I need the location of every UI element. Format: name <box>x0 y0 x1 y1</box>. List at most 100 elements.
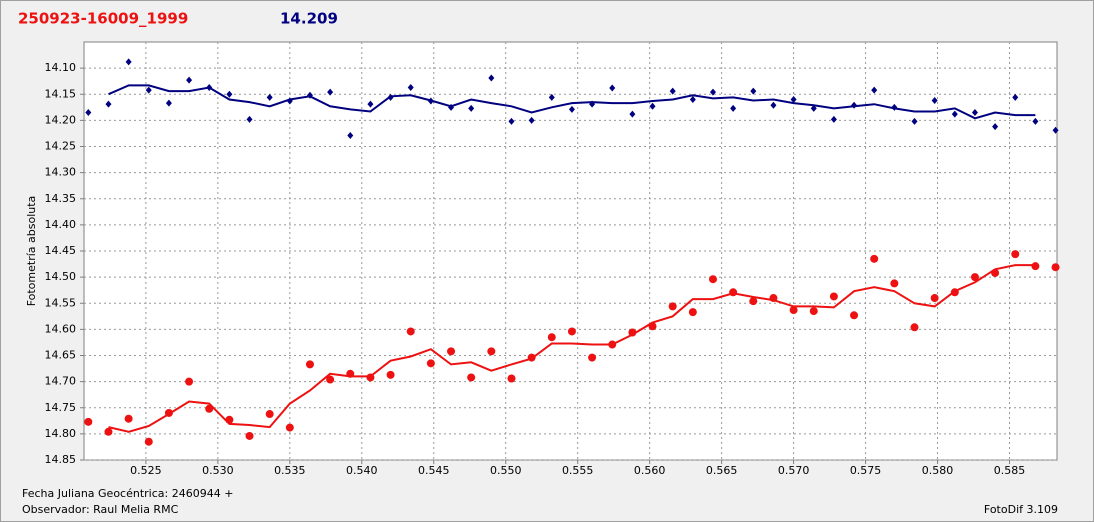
point <box>426 359 435 368</box>
y-tick-label: 14.85 <box>45 453 77 466</box>
point <box>750 87 757 95</box>
point <box>810 104 817 112</box>
point <box>84 417 93 426</box>
point <box>829 292 838 301</box>
point <box>327 88 334 96</box>
x-tick-label: 0.570 <box>778 464 810 477</box>
y-tick-label: 14.40 <box>45 218 77 231</box>
x-tick-label: 0.535 <box>274 464 306 477</box>
point <box>386 370 395 379</box>
y-tick-label: 14.35 <box>45 192 77 205</box>
point <box>487 347 496 356</box>
point <box>407 83 414 91</box>
point <box>144 437 153 446</box>
point <box>890 279 899 288</box>
point <box>266 93 273 101</box>
point <box>668 302 677 311</box>
y-tick-label: 14.10 <box>45 61 77 74</box>
point <box>992 123 999 131</box>
point <box>508 117 515 125</box>
point <box>910 323 919 332</box>
y-tick-label: 14.45 <box>45 244 77 257</box>
y-tick-label: 14.20 <box>45 113 77 126</box>
point <box>265 410 274 419</box>
point <box>447 347 456 356</box>
point <box>488 74 495 82</box>
point <box>567 327 576 336</box>
point <box>850 311 859 320</box>
point <box>809 307 818 316</box>
point <box>467 373 476 382</box>
point <box>669 87 676 95</box>
point <box>186 76 193 84</box>
point <box>689 95 696 103</box>
point <box>468 104 475 112</box>
point <box>305 360 314 369</box>
y-tick-label: 14.30 <box>45 166 77 179</box>
point <box>367 100 374 108</box>
x-tick-label: 0.530 <box>202 464 234 477</box>
point <box>951 110 958 118</box>
point <box>547 333 556 342</box>
point <box>285 423 294 432</box>
y-tick-label: 14.70 <box>45 375 77 388</box>
point <box>528 116 535 124</box>
point <box>406 327 415 336</box>
trend-line <box>108 264 1036 433</box>
x-tick-label: 0.575 <box>850 464 882 477</box>
point <box>568 105 575 113</box>
point <box>770 101 777 109</box>
point <box>548 93 555 101</box>
point <box>185 377 194 386</box>
point <box>708 275 717 284</box>
x-tick-label: 0.545 <box>418 464 450 477</box>
point <box>1032 117 1039 125</box>
point <box>326 375 335 384</box>
y-tick-label: 14.25 <box>45 140 77 153</box>
point <box>165 99 172 107</box>
y-tick-label: 14.55 <box>45 296 77 309</box>
x-tick-label: 0.525 <box>130 464 162 477</box>
point <box>911 117 918 125</box>
y-tick-label: 14.60 <box>45 322 77 335</box>
point <box>85 109 92 117</box>
x-tick-label: 0.580 <box>922 464 954 477</box>
point <box>930 294 939 303</box>
y-axis-label: Fotometría absoluta <box>25 196 38 307</box>
y-tick-label: 14.15 <box>45 87 77 100</box>
trend-line <box>108 84 1036 120</box>
x-axis-label: Fecha Juliana Geocéntrica: 2460944 + <box>22 487 233 500</box>
x-tick-label: 0.550 <box>490 464 522 477</box>
point <box>1031 262 1040 271</box>
y-tick-label: 14.65 <box>45 349 77 362</box>
point <box>1012 93 1019 101</box>
x-tick-label: 0.585 <box>994 464 1026 477</box>
point <box>789 306 798 315</box>
x-tick-label: 0.555 <box>562 464 594 477</box>
x-tick-label: 0.540 <box>346 464 378 477</box>
software: FotoDif 3.109 <box>984 503 1058 516</box>
point <box>749 297 758 306</box>
point <box>347 132 354 140</box>
x-tick-label: 0.565 <box>706 464 738 477</box>
point <box>246 115 253 123</box>
point <box>588 353 597 362</box>
point <box>871 86 878 94</box>
point <box>1051 263 1060 272</box>
point <box>1052 126 1059 134</box>
point <box>245 431 254 440</box>
point <box>971 109 978 117</box>
point <box>104 427 113 436</box>
point <box>870 254 879 263</box>
point <box>609 84 616 92</box>
observer: Observador: Raul Melia RMC <box>22 503 179 516</box>
point <box>125 58 132 66</box>
point <box>1011 250 1020 259</box>
point <box>124 414 133 423</box>
point <box>830 115 837 123</box>
point <box>709 88 716 96</box>
point <box>629 110 636 118</box>
x-tick-label: 0.560 <box>634 464 666 477</box>
point <box>649 102 656 110</box>
